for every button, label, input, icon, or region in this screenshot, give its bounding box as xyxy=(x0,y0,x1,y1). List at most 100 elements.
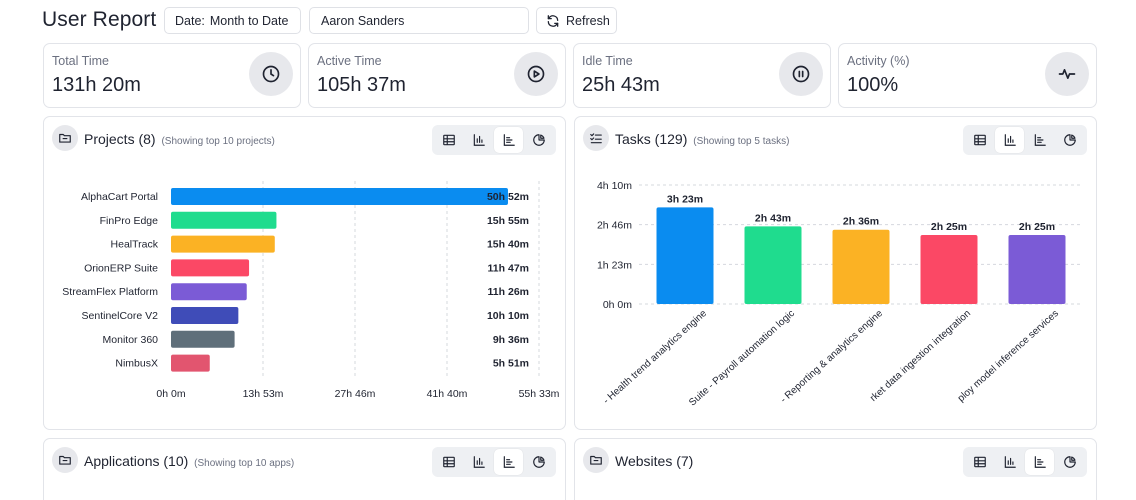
pie-view-button[interactable] xyxy=(524,127,553,153)
panel-title-text: Applications (10) xyxy=(84,453,189,469)
bar xyxy=(656,207,714,304)
horizontal-bar-icon xyxy=(503,456,515,468)
bar xyxy=(171,211,277,229)
vertical-bar-view-button[interactable] xyxy=(464,127,493,153)
vertical-bar-view-button[interactable] xyxy=(464,449,493,475)
table-view-button[interactable] xyxy=(965,449,994,475)
panel-title: Projects (8) (Showing top 10 projects) xyxy=(84,131,275,147)
clock-icon xyxy=(249,52,293,96)
stat-card-total-time: Total Time 131h 20m xyxy=(43,43,301,108)
activity-icon xyxy=(1045,52,1089,96)
bar xyxy=(171,188,508,205)
stat-label: Active Time xyxy=(317,54,382,68)
bar xyxy=(171,354,210,372)
data-label: 9h 36m xyxy=(493,334,529,346)
horizontal-bar-view-button[interactable] xyxy=(494,127,523,153)
pause-icon xyxy=(779,52,823,96)
panel-subtitle: (Showing top 10 projects) xyxy=(161,136,275,147)
tasks-chart: 0h 0m 1h 23m 2h 46m 4h 10m 3h 23m - Health tr… xyxy=(597,180,1083,408)
x-tick-label: 41h 40m xyxy=(427,388,468,400)
pie-view-button[interactable] xyxy=(524,449,553,475)
vertical-bar-view-button[interactable] xyxy=(995,449,1024,475)
refresh-button[interactable]: Refresh xyxy=(536,7,617,34)
date-range-value: Month to Date xyxy=(209,13,289,28)
bar xyxy=(744,226,802,304)
date-range-label: Date: xyxy=(175,13,205,28)
category-label: HealTrack xyxy=(111,239,159,251)
view-switch xyxy=(432,447,556,477)
category-label: StreamFlex Platform xyxy=(62,286,158,298)
data-label: 50h 52m xyxy=(487,191,529,203)
panel-title-text: Tasks (129) xyxy=(615,131,688,147)
bar xyxy=(1008,234,1066,304)
data-label: 11h 26m xyxy=(488,286,529,298)
bar-chart-icon xyxy=(473,134,485,146)
bar xyxy=(832,229,890,304)
folder-icon xyxy=(52,447,78,473)
panel-title: Websites (7) xyxy=(615,453,693,469)
y-tick-label: 2h 46m xyxy=(597,220,632,232)
bar-chart-icon xyxy=(1004,134,1016,146)
refresh-icon xyxy=(547,14,559,27)
stat-card-activity: Activity (%) 100% xyxy=(838,43,1097,108)
horizontal-bar-view-button[interactable] xyxy=(1025,127,1054,153)
view-switch xyxy=(963,447,1087,477)
play-icon xyxy=(514,52,558,96)
data-label: 2h 43m xyxy=(755,212,791,224)
y-tick-label: 0h 0m xyxy=(603,299,632,311)
horizontal-bar-view-button[interactable] xyxy=(1025,449,1054,475)
stat-label: Idle Time xyxy=(582,54,633,68)
bar xyxy=(171,235,275,253)
horizontal-bar-icon xyxy=(1034,134,1046,146)
pie-chart-icon xyxy=(532,134,545,146)
x-tick-label: rket data ingestion integration xyxy=(868,308,973,404)
category-label: OrionERP Suite xyxy=(84,262,158,274)
x-tick-label: 55h 33m xyxy=(519,388,560,400)
x-tick-label: ploy model inference services xyxy=(956,308,1061,404)
data-label: 10h 10m xyxy=(487,310,529,322)
stat-value: 100% xyxy=(847,74,899,96)
bar xyxy=(171,307,239,324)
bar xyxy=(171,283,247,301)
pie-view-button[interactable] xyxy=(1055,127,1084,153)
data-label: 3h 23m xyxy=(667,193,703,205)
stat-value: 105h 37m xyxy=(317,74,406,96)
table-icon xyxy=(973,134,986,146)
view-switch xyxy=(963,125,1087,155)
table-icon xyxy=(973,456,986,468)
bar-chart-icon xyxy=(473,456,485,468)
stat-value: 131h 20m xyxy=(52,74,141,96)
data-label: 11h 47m xyxy=(488,262,529,274)
horizontal-bar-view-button[interactable] xyxy=(494,449,523,475)
task-list-icon xyxy=(583,125,609,151)
data-label: 2h 36m xyxy=(843,216,879,228)
table-view-button[interactable] xyxy=(434,449,463,475)
panel-title: Applications (10) (Showing top 10 apps) xyxy=(84,453,294,469)
bar xyxy=(171,259,250,277)
table-icon xyxy=(442,456,455,468)
pie-view-button[interactable] xyxy=(1055,449,1084,475)
page-title: User Report xyxy=(42,8,157,31)
table-view-button[interactable] xyxy=(965,127,994,153)
stat-value: 25h 43m xyxy=(582,74,660,96)
projects-chart: 0h 0m 13h 53m 27h 46m 41h 40m 55h 33m AlphaCa… xyxy=(62,181,560,400)
x-tick-label: 13h 53m xyxy=(243,388,284,400)
pie-chart-icon xyxy=(1063,134,1076,146)
x-tick-label: - Reporting & analytics engine xyxy=(778,308,885,406)
category-label: Monitor 360 xyxy=(103,334,159,346)
bar xyxy=(171,330,235,348)
pie-chart-icon xyxy=(532,456,545,468)
user-select[interactable]: Aaron Sanders xyxy=(309,7,529,34)
view-switch xyxy=(432,125,556,155)
date-range-button[interactable]: Date: Month to Date xyxy=(164,7,301,34)
tasks-panel: Tasks (129) (Showing top 5 tasks) 0h 0m 1… xyxy=(574,116,1097,430)
user-select-value: Aaron Sanders xyxy=(321,13,405,28)
table-view-button[interactable] xyxy=(434,127,463,153)
x-tick-label: 27h 46m xyxy=(335,388,376,400)
stat-card-active-time: Active Time 105h 37m xyxy=(308,43,566,108)
table-icon xyxy=(442,134,455,146)
data-label: 15h 55m xyxy=(487,215,529,227)
refresh-label: Refresh xyxy=(566,13,610,28)
projects-panel: Projects (8) (Showing top 10 projects) 0… xyxy=(43,116,566,430)
vertical-bar-view-button[interactable] xyxy=(995,127,1024,153)
